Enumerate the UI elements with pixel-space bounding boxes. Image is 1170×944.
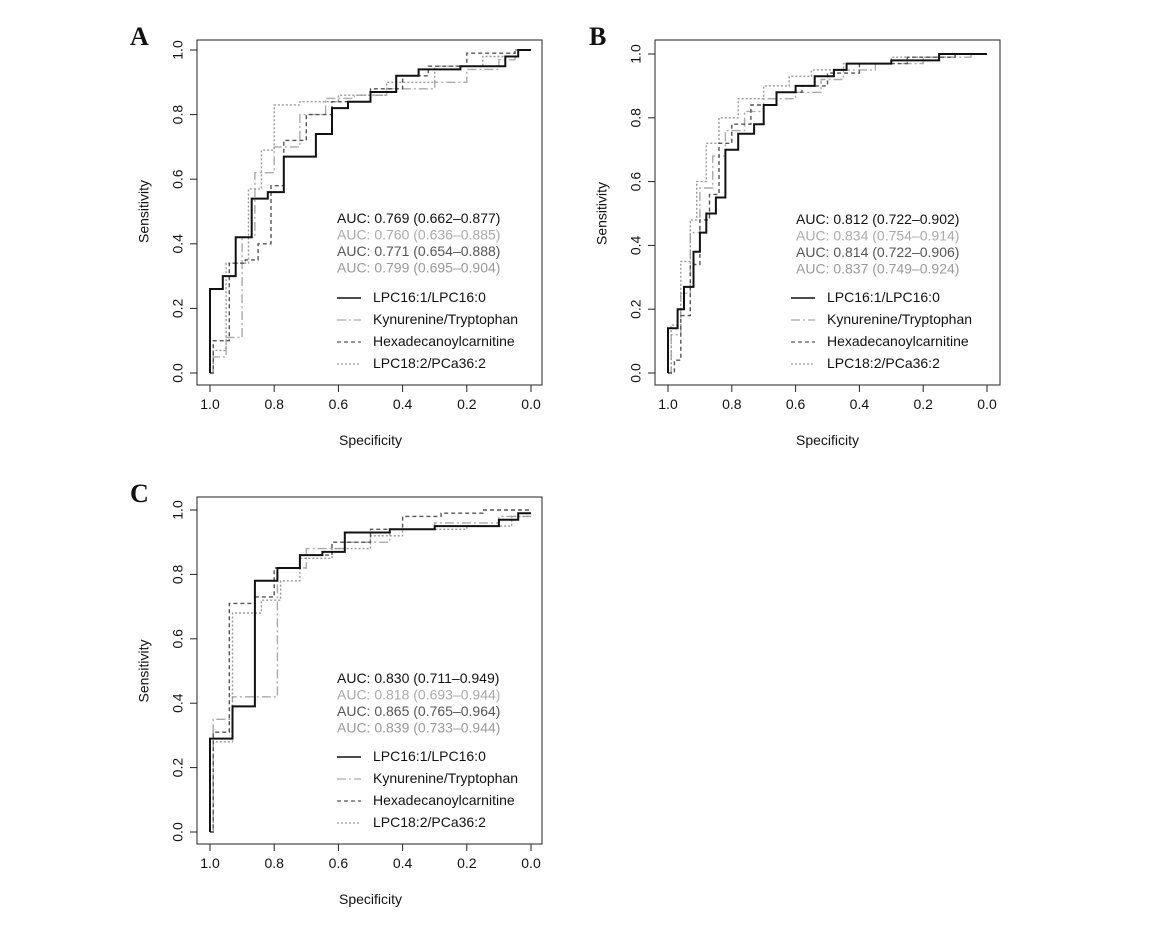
panel-b-auc-label-4: AUC: 0.837 (0.749–0.924)	[796, 261, 959, 277]
panel-a-letter: A	[130, 22, 149, 51]
panel-a-legend-label-3: Hexadecanoylcarnitine	[373, 333, 515, 349]
panel-c-legend-label-4: LPC18:2/PCa36:2	[373, 814, 486, 830]
panel-b-auc-label-3: AUC: 0.814 (0.722–0.906)	[796, 244, 959, 260]
panel-c-y-tick-label: 0.8	[170, 564, 186, 584]
panel-c-y-tick-label: 0.4	[170, 693, 186, 713]
panel-a-auc-label-4: AUC: 0.799 (0.695–0.904)	[337, 260, 500, 276]
panel-b-x-tick-label: 0.4	[850, 396, 870, 412]
panel-c-y-axis-label: Sensitivity	[136, 639, 152, 702]
panel-a-legend-label-2: Kynurenine/Tryptophan	[373, 311, 518, 327]
panel-a-x-tick-label: 0.0	[521, 396, 541, 412]
panel-a-auc-label-1: AUC: 0.769 (0.662–0.877)	[337, 210, 500, 226]
panel-b-x-tick-label: 1.0	[658, 396, 678, 412]
panel-a-x-tick-label: 0.4	[393, 396, 413, 412]
panel-b-legend-label-2: Kynurenine/Tryptophan	[827, 311, 972, 327]
panel-b-legend-label-4: LPC18:2/PCa36:2	[827, 355, 940, 371]
panel-b: B 1.0 0.8 0.6 0.4 0.2 0.0 Specificity 0.0 0.2 0.4 0…	[589, 22, 1001, 448]
panel-b-x-axis-label: Specificity	[796, 432, 859, 448]
panel-c-auc-label-2: AUC: 0.818 (0.693–0.944)	[337, 687, 500, 703]
panel-b-x-tick-label: 0.6	[786, 396, 806, 412]
panel-a-y-tick-label: 0.0	[170, 363, 186, 383]
panel-b-letter: B	[589, 22, 606, 51]
panel-a-y-tick-label: 0.8	[170, 105, 186, 125]
panel-b-y-tick-label: 0.6	[628, 172, 644, 192]
panel-b-auc-label-1: AUC: 0.812 (0.722–0.902)	[796, 211, 959, 227]
panel-c-legend-label-2: Kynurenine/Tryptophan	[373, 770, 518, 786]
panel-a-x-tick-label: 0.2	[457, 396, 477, 412]
panel-c-auc-label-4: AUC: 0.839 (0.733–0.944)	[337, 720, 500, 736]
panel-b-y-axis-label: Sensitivity	[594, 182, 610, 245]
panel-a-y-tick-label: 0.2	[170, 298, 186, 318]
panel-c-roc-curve-4	[210, 515, 531, 833]
panel-c-y-tick-label: 0.6	[170, 629, 186, 649]
panel-c-x-tick-label: 0.8	[264, 855, 284, 871]
panel-b-auc-label-2: AUC: 0.834 (0.754–0.914)	[796, 228, 959, 244]
panel-c-legend-label-3: Hexadecanoylcarnitine	[373, 792, 515, 808]
panel-a-roc-curve-2	[210, 49, 531, 374]
panel-a-legend-label-4: LPC18:2/PCa36:2	[373, 355, 486, 371]
panel-c-y-tick-label: 0.2	[170, 758, 186, 778]
panel-a-roc-curve-4	[210, 49, 531, 374]
panel-c: C 1.0 0.8 0.6 0.4 0.2 0.0 Specificity 0.0 0.2 0.4 0…	[130, 479, 543, 907]
panel-a-auc-label-3: AUC: 0.771 (0.654–0.888)	[337, 243, 500, 259]
panel-b-x-tick-label: 0.8	[722, 396, 742, 412]
panel-b-y-tick-label: 0.8	[628, 108, 644, 128]
panel-a-x-axis-label: Specificity	[339, 432, 402, 448]
panel-a: A 1.0 0.8 0.6 0.4 0.2 0.0 Specificity 0.0 0.2 0.4 0…	[130, 22, 543, 448]
panel-a-y-tick-label: 0.6	[170, 169, 186, 189]
panel-b-legend-label-3: Hexadecanoylcarnitine	[827, 333, 969, 349]
panel-a-x-tick-label: 0.8	[264, 396, 284, 412]
panel-b-roc-curve-1	[667, 53, 987, 373]
panel-c-x-tick-label: 0.2	[457, 855, 477, 871]
panel-c-auc-label-1: AUC: 0.830 (0.711–0.949)	[337, 670, 499, 686]
panel-a-legend-label-1: LPC16:1/LPC16:0	[373, 289, 486, 305]
panel-c-roc-curve-2	[210, 515, 531, 833]
panel-a-y-tick-label: 0.4	[170, 234, 186, 254]
panel-b-y-tick-label: 0.0	[628, 363, 644, 383]
panel-b-roc-curve-3	[668, 53, 987, 374]
panel-a-y-tick-label: 1.0	[170, 40, 186, 60]
panel-b-y-tick-label: 0.2	[628, 299, 644, 319]
panel-c-x-tick-label: 0.0	[521, 855, 541, 871]
panel-b-y-tick-label: 0.4	[628, 235, 644, 255]
panel-c-x-tick-label: 0.6	[329, 855, 349, 871]
panel-c-legend-label-1: LPC16:1/LPC16:0	[373, 748, 486, 764]
panel-b-roc-curve-2	[668, 53, 987, 374]
panel-b-x-tick-label: 0.0	[977, 396, 997, 412]
panel-b-x-tick-label: 0.2	[913, 396, 933, 412]
panel-c-x-tick-label: 0.4	[393, 855, 413, 871]
panel-c-x-axis-label: Specificity	[339, 891, 402, 907]
panel-a-y-axis-label: Sensitivity	[136, 180, 152, 243]
panel-b-y-tick-label: 1.0	[628, 44, 644, 64]
panel-c-x-tick-label: 1.0	[200, 855, 220, 871]
panel-a-x-tick-label: 0.6	[329, 396, 349, 412]
panel-c-auc-label-3: AUC: 0.865 (0.765–0.964)	[337, 703, 500, 719]
panel-c-y-tick-label: 0.0	[170, 822, 186, 842]
panel-c-roc-curve-1	[209, 512, 531, 832]
panel-a-roc-curve-1	[209, 49, 531, 373]
panel-c-letter: C	[130, 479, 149, 508]
panel-a-auc-label-2: AUC: 0.760 (0.636–0.885)	[337, 227, 500, 243]
panel-c-roc-curve-3	[210, 509, 531, 833]
panel-a-x-tick-label: 1.0	[200, 396, 220, 412]
panel-b-legend-label-1: LPC16:1/LPC16:0	[827, 289, 940, 305]
panel-c-y-tick-label: 1.0	[170, 500, 186, 520]
